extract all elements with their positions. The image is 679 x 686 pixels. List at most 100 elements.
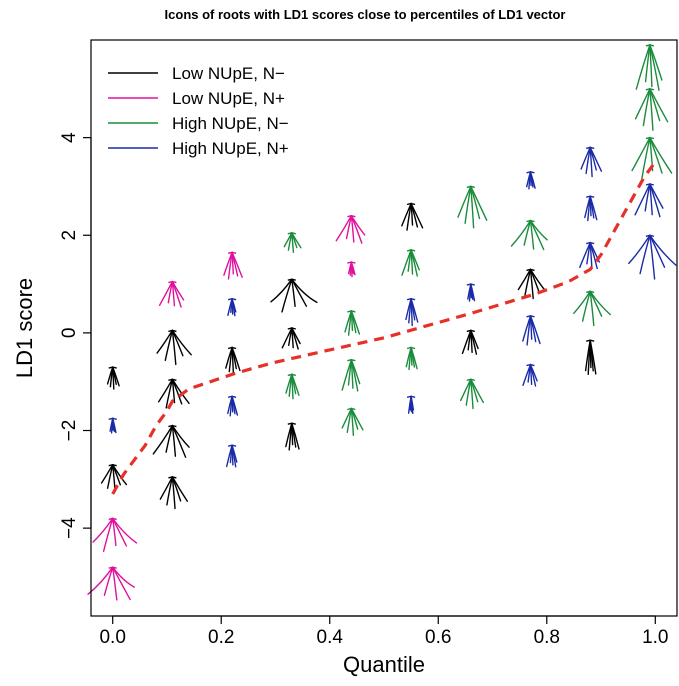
root-crown [466,329,475,333]
root-strand [291,278,296,307]
root-icon [573,290,611,327]
chart-title: Icons of roots with LD1 scores close to … [165,7,566,22]
root-crown [108,517,117,521]
root-icon [517,268,547,300]
root-icon [152,424,190,458]
root-icon [580,146,603,178]
root-strand [641,136,651,180]
root-strand [649,183,664,209]
root-strand [649,234,677,266]
root-crown [645,44,655,47]
root-icon [341,358,361,392]
x-tick-label: 1.0 [642,627,668,648]
root-crown [227,251,237,254]
root-crown [526,315,535,318]
root-icon [510,219,548,251]
y-tick-label: −4 [59,517,80,539]
root-strand [649,44,663,81]
root-icon [522,315,541,346]
root-strand [410,395,415,411]
root-icon [406,395,416,414]
root-strand [291,278,318,304]
root-icon [108,417,117,434]
root-icon [226,444,238,468]
y-tick-label: 0 [59,328,80,339]
root-strand [631,136,651,172]
root-icon [522,363,538,387]
root-icon [87,566,135,601]
root-crown [108,366,117,369]
root-strand [589,146,603,172]
root-crown [406,395,416,398]
x-tick-label: 0.8 [534,627,560,648]
root-crown [645,234,655,237]
root-icon [270,278,318,313]
root-crown [586,290,595,294]
root-icon [401,249,420,277]
root-icon [281,327,301,350]
root-crown [645,183,655,186]
root-icon [92,517,138,552]
root-strand [410,346,418,370]
root-icon [227,395,239,417]
root-strand [92,517,114,543]
root-icon [158,280,185,308]
root-strand [529,219,548,241]
root-icon [347,261,356,278]
root-strand [350,310,361,335]
root-strand [152,424,174,455]
legend-label: Low NUpE, N− [172,64,285,83]
root-strand [529,315,541,345]
root-strand [470,329,479,350]
root-strand [410,298,419,323]
root-crown [287,232,296,235]
root-crown [168,476,177,479]
root-strand [87,566,114,595]
root-crown [586,195,595,198]
root-crown [287,278,296,281]
root-crown [287,422,296,425]
root-icon [584,195,598,222]
root-strand [270,278,293,303]
root-crown [287,373,296,377]
root-strand [164,329,174,362]
root-strand [165,378,174,409]
root-icon [227,297,237,317]
root-strand [171,329,177,366]
root-strand [589,339,597,375]
root-strand [335,215,353,242]
root-strand [171,476,188,502]
x-axis: 0.0 0.2 0.4 0.6 0.8 1.0 [99,615,669,648]
root-crown [586,146,595,150]
root-crown [227,346,237,350]
root-icon [335,214,366,244]
root-crown [406,202,416,206]
root-crown [168,329,177,333]
legend-label: High NUpE, N− [172,114,289,133]
root-crown [466,378,475,381]
root-strand [628,234,651,265]
root-icon [285,422,300,451]
root-strand [112,417,117,434]
root-crown [347,214,356,218]
legend-label: High NUpE, N+ [172,139,289,158]
root-strand [103,566,114,596]
root-crown [466,185,475,189]
root-strand [165,424,174,453]
root-crown [168,378,177,381]
quantile-curve [111,161,657,495]
root-strand [350,215,366,236]
root-icon [156,329,192,366]
y-axis-title: LD1 score [12,278,37,378]
root-strand [634,183,651,216]
root-icon [405,346,418,371]
root-crown [526,363,535,367]
root-strand [589,195,598,221]
root-icon [466,283,476,302]
root-crown [586,339,595,342]
root-strand [510,219,532,247]
root-crown [347,310,356,313]
x-tick-label: 0.4 [317,627,344,648]
root-crown [168,280,177,284]
root-strand [410,249,420,271]
